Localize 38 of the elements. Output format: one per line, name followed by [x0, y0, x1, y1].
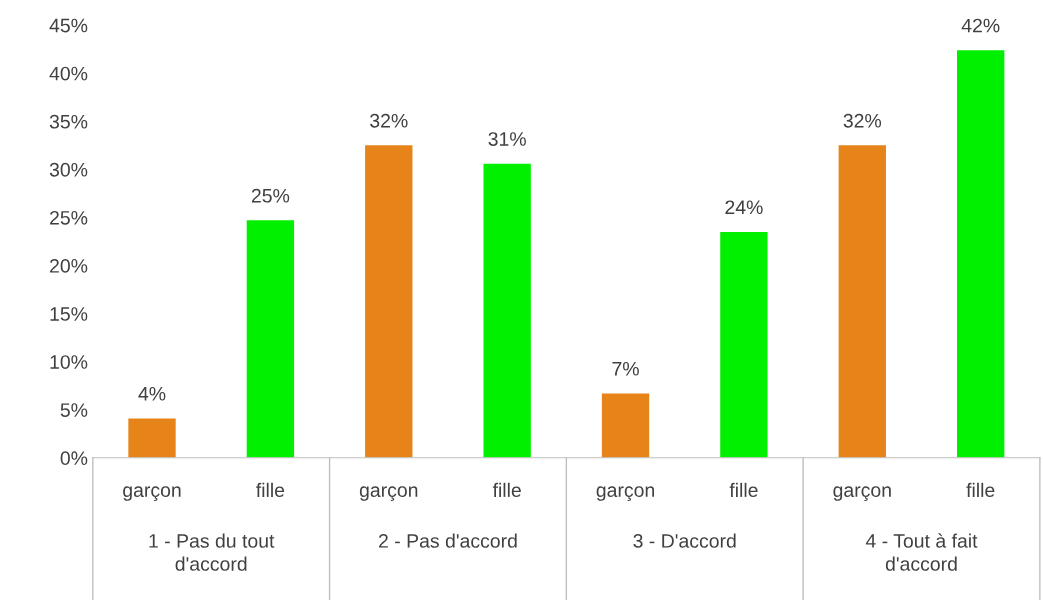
y-tick-label: 25%: [50, 210, 88, 225]
data-label: 7%: [612, 361, 639, 376]
x-tick-label: fille: [966, 482, 995, 498]
bar: [246, 220, 295, 458]
x-tick-label: fille: [256, 482, 285, 498]
data-label: 42%: [961, 18, 1000, 33]
data-label: 25%: [251, 188, 290, 203]
data-label: 31%: [488, 132, 526, 146]
y-tick-label: 45%: [49, 18, 88, 33]
bar: [601, 393, 650, 458]
data-label: 4%: [138, 386, 166, 401]
x-tick-label: garçon: [123, 486, 181, 501]
y-tick-label: 20%: [50, 259, 88, 273]
y-tick-label: 40%: [49, 66, 88, 81]
data-label: 32%: [370, 113, 408, 128]
y-tick-label: 10%: [50, 355, 88, 369]
bar: [365, 145, 413, 458]
text: 3 - D'accord: [633, 533, 736, 548]
y-tick-label: 5%: [60, 403, 88, 417]
y-tick-label: 15%: [50, 307, 88, 321]
data-label: 32%: [843, 113, 882, 128]
text: 4 - Tout à fait d'accord: [865, 533, 978, 571]
text: 1 - Pas du tout d'accord: [149, 533, 275, 571]
bar: [128, 418, 176, 458]
text: 2 - Pas d'accord: [379, 533, 517, 548]
x-tick-label: fille: [492, 482, 521, 498]
x-tick-label: fille: [729, 482, 758, 498]
bar: [838, 145, 886, 458]
y-tick-label: 35%: [49, 114, 88, 129]
x-tick-label: garçon: [359, 486, 418, 501]
bar: [483, 163, 531, 458]
bar: [720, 231, 768, 458]
data-label: 24%: [725, 200, 763, 215]
y-tick-label: 30%: [49, 162, 88, 177]
x-tick-label: garçon: [596, 486, 655, 501]
bar: [957, 50, 1005, 458]
y-tick-label: 0%: [60, 451, 88, 466]
x-tick-label: garçon: [833, 486, 891, 501]
